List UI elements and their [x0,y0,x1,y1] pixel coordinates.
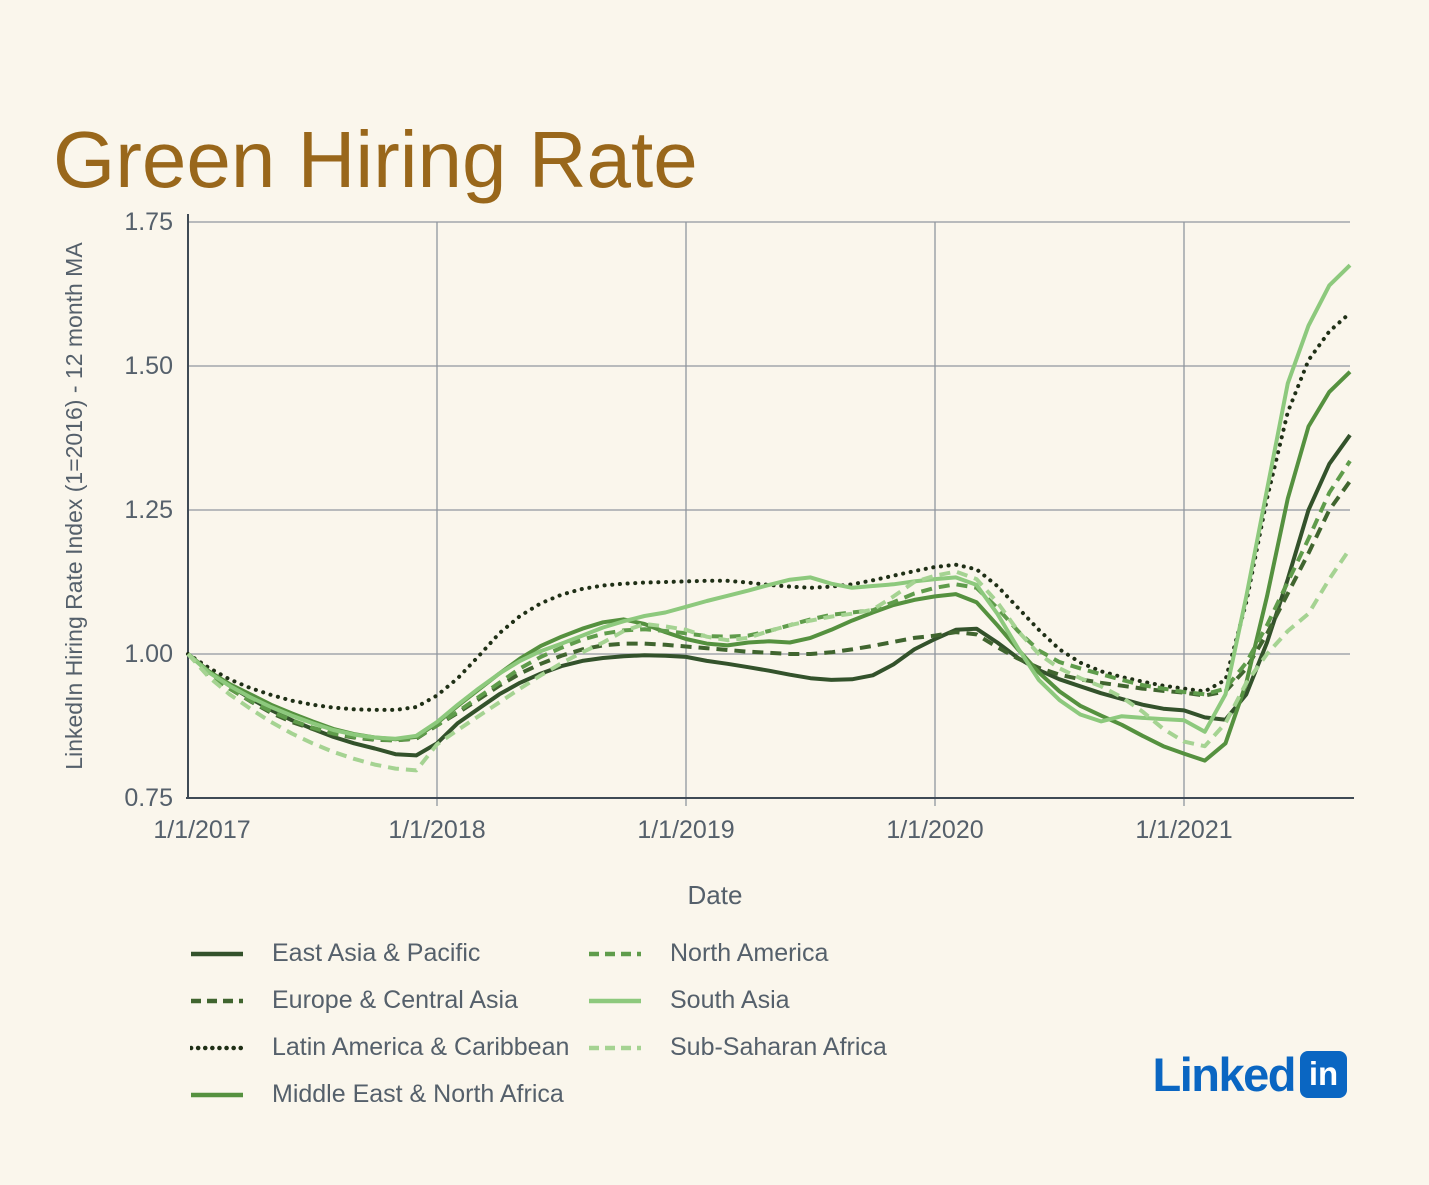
legend-label: South Asia [670,986,790,1014]
legend-item: South Asia [588,977,887,1024]
linkedin-badge-text: in [1308,1054,1339,1092]
page-title: Green Hiring Rate [53,114,698,204]
series-line-europe-central-asia [186,480,1352,743]
legend-item: North America [588,930,887,977]
legend-swatch-dashed-icon [191,998,243,1003]
linkedin-logo: Linked in [1153,1051,1347,1098]
y-tick-label: 1.75 [124,208,173,236]
legend-item: Europe & Central Asia [190,977,569,1024]
y-tick-label: 1.50 [124,352,173,380]
legend-swatch-dotted-icon [190,1045,244,1050]
series-line-sub-saharan-africa [186,547,1352,773]
linkedin-badge-icon: in [1300,1051,1347,1098]
series-line-east-asia-pacific [186,433,1352,758]
y-tick-label: 1.25 [124,496,173,524]
legend-item: Latin America & Caribbean [190,1024,569,1071]
line-chart-plot [186,214,1354,806]
legend-swatch-solid-icon [589,998,641,1003]
x-axis-title: Date [687,880,743,910]
legend-swatch-solid-icon [191,951,243,956]
y-tick-label: 0.75 [124,784,173,812]
legend-item: Sub-Saharan Africa [588,1024,887,1071]
series-line-north-america [186,459,1352,743]
legend-label: Middle East & North Africa [272,1080,564,1108]
series-line-south-asia [186,263,1352,741]
legend-label: Sub-Saharan Africa [670,1033,887,1061]
legend-swatch-dashed-icon [589,951,641,956]
y-tick-label: 1.00 [124,640,173,668]
legend-label: Europe & Central Asia [272,986,518,1014]
legend-label: North America [670,939,829,967]
legend-column-1: East Asia & Pacific Europe & Central Asia… [190,930,569,1118]
x-tick-label: 1/1/2018 [388,816,486,844]
x-tick-label: 1/1/2020 [886,816,984,844]
x-tick-label: 1/1/2021 [1135,816,1233,844]
legend-column-2: North America South Asia Sub-Saharan Afric… [588,930,887,1071]
legend-label: Latin America & Caribbean [272,1033,570,1061]
x-tick-label: 1/1/2017 [153,816,251,844]
legend-item: Middle East & North Africa [190,1071,569,1118]
series-line-middle-east-north-africa [186,370,1352,763]
legend-swatch-solid-icon [191,1092,243,1097]
legend-label: East Asia & Pacific [272,939,481,967]
series-line-latin-america-caribbean [186,311,1352,712]
legend-item: East Asia & Pacific [190,930,569,977]
x-tick-label: 1/1/2019 [637,816,735,844]
linkedin-wordmark: Linked [1152,1048,1297,1101]
legend-swatch-dashed-icon [589,1045,641,1050]
